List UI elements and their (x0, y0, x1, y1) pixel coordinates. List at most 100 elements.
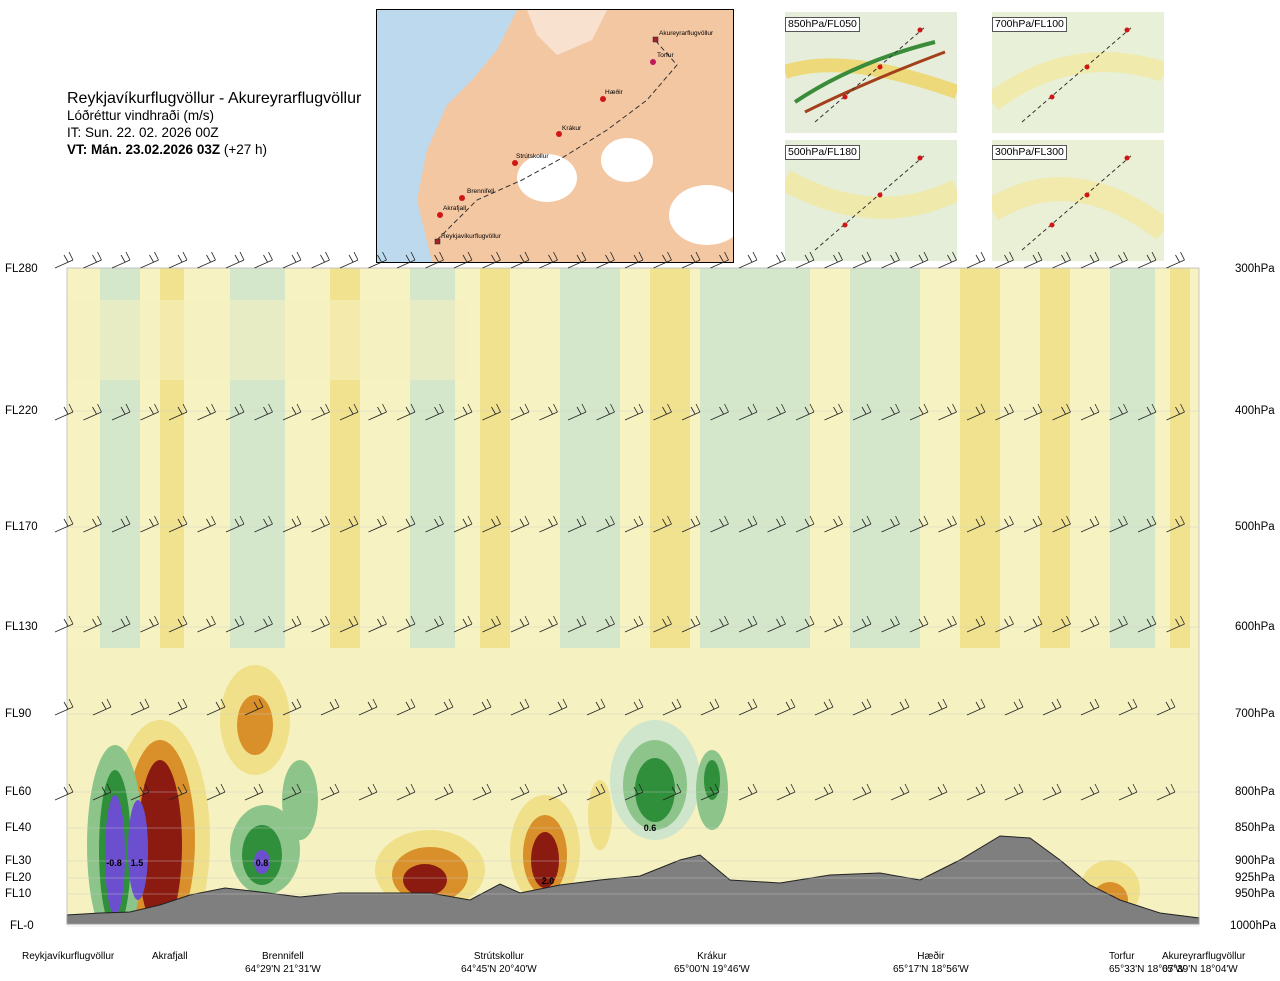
barb-flag (291, 701, 297, 710)
barb-flag (724, 403, 729, 413)
barb-flag (1037, 515, 1043, 525)
wind-barb (596, 251, 615, 269)
barb-flag (253, 701, 259, 710)
vertical-velocity-cell (138, 760, 182, 924)
barb-staff (653, 523, 672, 533)
wind-barb (653, 403, 672, 421)
barb-flag (291, 254, 297, 263)
wind-barb (434, 783, 454, 801)
barb-flag (291, 786, 297, 795)
wind-barb (567, 403, 587, 421)
barb-flag (918, 406, 924, 415)
barb-flag (101, 786, 107, 795)
barb-flag (633, 406, 639, 415)
wind-barb (767, 515, 786, 533)
barb-flag (581, 251, 587, 261)
barb-flag (947, 254, 952, 263)
barb-flag (448, 698, 454, 708)
barb-staff (453, 259, 473, 269)
barb-flag (1127, 701, 1133, 710)
barb-flag (206, 406, 211, 415)
barb-flag (211, 515, 216, 525)
wind-barb (909, 615, 929, 633)
wind-barb (358, 698, 378, 716)
barb-flag (776, 254, 781, 263)
wind-barb (453, 515, 473, 533)
barb-flag (206, 618, 211, 627)
wind-barb (852, 783, 872, 801)
barb-flag (182, 251, 188, 261)
barb-staff (596, 259, 615, 269)
barb-flag (833, 406, 838, 415)
barb-flag (895, 615, 900, 625)
barb-flag (234, 618, 240, 627)
wind-barb (482, 251, 501, 269)
barb-flag (904, 698, 910, 708)
barb-staff (909, 259, 929, 269)
barb-staff (54, 523, 74, 533)
barb-flag (329, 786, 335, 795)
barb-flag (462, 518, 468, 527)
barb-flag (866, 698, 872, 708)
wind-barb (54, 251, 74, 269)
barb-staff (548, 706, 568, 716)
barb-staff (1137, 259, 1157, 269)
barb-staff (282, 791, 302, 801)
barb-staff (1023, 259, 1043, 269)
barb-flag (377, 254, 382, 263)
barb-staff (596, 623, 615, 633)
barb-flag (548, 254, 553, 263)
barb-flag (481, 701, 487, 710)
barb-staff (738, 791, 758, 801)
barb-flag (63, 406, 69, 415)
barb-staff (795, 623, 815, 633)
barb-staff (738, 411, 758, 421)
wind-barb (1118, 783, 1138, 801)
barb-staff (567, 259, 587, 269)
barb-flag (1118, 618, 1123, 627)
barb-flag (1032, 518, 1038, 527)
wind-barb (396, 783, 416, 801)
barb-flag (149, 618, 154, 627)
barb-staff (824, 523, 843, 533)
barb-flag (1123, 515, 1128, 525)
barb-staff (539, 523, 558, 533)
vertical-band (850, 268, 920, 648)
wind-barb (510, 515, 530, 533)
wind-barb (54, 698, 74, 716)
barb-staff (254, 523, 273, 533)
barb-staff (1023, 523, 1043, 533)
wind-barb (738, 403, 758, 421)
barb-flag (1013, 786, 1019, 795)
wind-barb (197, 615, 216, 633)
wind-barb (653, 251, 672, 269)
wind-barb (814, 698, 834, 716)
barb-flag (125, 251, 131, 261)
barb-staff (1166, 623, 1185, 633)
barb-flag (937, 701, 943, 710)
waypoint-label: Hæðir 65°17'N 18°56'W (893, 951, 969, 975)
barb-staff (482, 411, 501, 421)
hpa-label: 900hPa (1235, 855, 1275, 867)
wind-barb (168, 615, 188, 633)
barb-staff (368, 523, 387, 533)
barb-staff (282, 259, 302, 269)
wind-barb (472, 783, 492, 801)
barb-flag (177, 518, 183, 527)
barb-flag (809, 403, 815, 413)
issue-time: IT: Sun. 22. 02. 2026 00Z (67, 125, 219, 140)
wind-barb (1080, 615, 1100, 633)
barb-flag (553, 251, 558, 261)
barb-staff (54, 623, 74, 633)
barb-flag (804, 254, 810, 263)
barb-flag (239, 251, 245, 261)
wind-barb (368, 403, 387, 421)
barb-flag (215, 701, 221, 710)
fl-label: FL10 (5, 888, 32, 900)
barb-staff (197, 523, 216, 533)
barb-flag (1094, 783, 1100, 793)
barb-flag (1056, 783, 1062, 793)
wind-barb (453, 615, 473, 633)
barb-flag (448, 783, 454, 793)
barb-staff (1109, 623, 1128, 633)
